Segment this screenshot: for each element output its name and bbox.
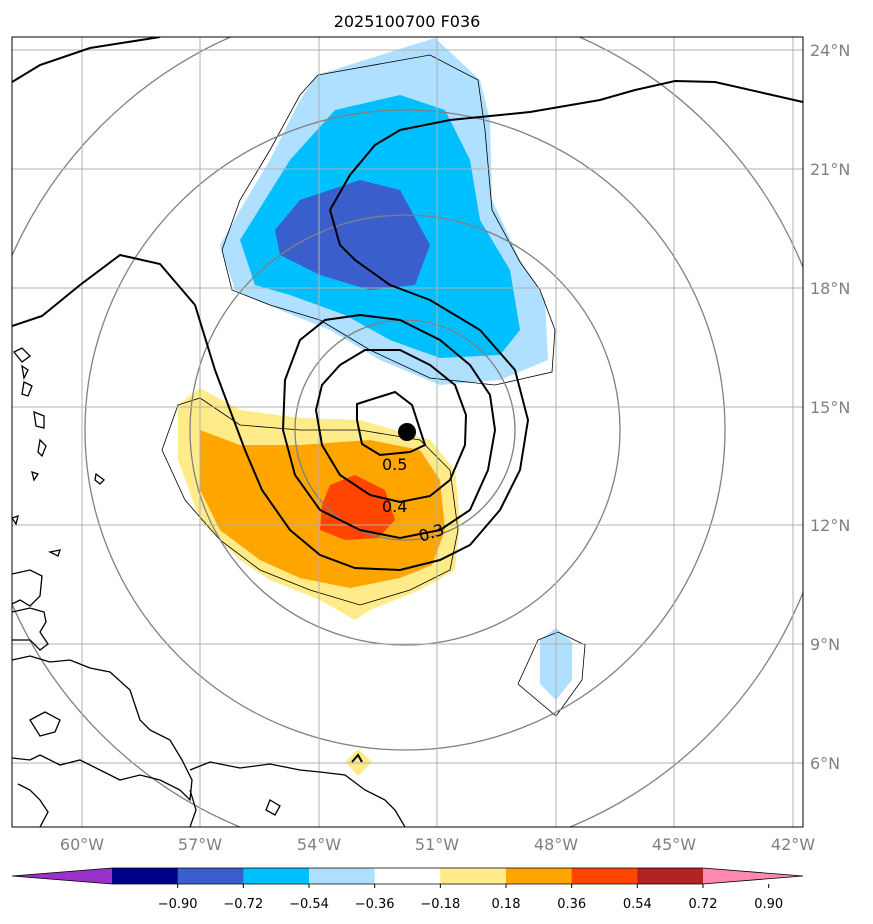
colorbar-extend-high	[703, 868, 803, 884]
contour-west-loop	[12, 209, 530, 572]
lat-label: 18°N	[810, 279, 850, 298]
shade-red-south	[320, 475, 395, 540]
shade-dark-blue-north	[275, 180, 430, 290]
map-title: 2025100700 F036	[334, 12, 481, 31]
colorbar-segment	[571, 868, 638, 884]
lat-label: 6°N	[810, 754, 840, 773]
colorbar-outline	[11, 867, 804, 885]
colorbar-segment	[309, 868, 376, 884]
outline-north	[221, 54, 556, 386]
contour-04	[314, 349, 468, 504]
colorbar-label: 0.18	[492, 897, 521, 912]
coastlines	[12, 347, 406, 827]
colorbar-segment	[243, 868, 310, 884]
outline-south	[161, 397, 459, 606]
thick-contours	[12, 37, 803, 763]
lat-labels: 24°N 21°N 18°N 15°N 12°N 9°N 6°N	[810, 41, 850, 773]
map-frame	[11, 36, 804, 828]
colorbar-extend-low	[12, 868, 112, 884]
colorbar-label: 0.90	[754, 897, 783, 912]
colorbar-label: 0.72	[689, 897, 718, 912]
colorbar-segment	[374, 868, 441, 884]
colorbar-label: −0.36	[355, 897, 395, 912]
colorbar-label: −0.54	[289, 897, 329, 912]
contour-03	[281, 313, 497, 540]
colorbar-segment	[506, 868, 573, 884]
lon-label: 45°W	[652, 835, 696, 854]
lon-labels: 60°W 57°W 54°W 51°W 48°W 45°W 42°W	[60, 835, 815, 854]
lat-label: 12°N	[810, 516, 850, 535]
colorbar-label: 0.36	[557, 897, 586, 912]
lat-label: 9°N	[810, 635, 840, 654]
contour-label-04: 0.4	[382, 497, 407, 516]
colorbar-label: −0.90	[158, 897, 198, 912]
contour-outer	[12, 37, 161, 83]
lon-label: 42°W	[771, 835, 815, 854]
lon-label: 48°W	[534, 835, 578, 854]
contour-05	[356, 390, 427, 457]
lat-label: 24°N	[810, 41, 850, 60]
storm-center-marker	[398, 423, 416, 441]
mini-tick	[351, 753, 363, 763]
contour-label-05: 0.5	[382, 455, 407, 474]
lon-label: 60°W	[60, 835, 104, 854]
colorbar-label: −0.72	[223, 897, 263, 912]
contour-labels: 0.5 0.4 0.3	[382, 455, 446, 546]
map-area: 0.5 0.4 0.3	[12, 37, 803, 827]
colorbar-label: 0.54	[623, 897, 652, 912]
colorbar-segment	[440, 868, 507, 884]
range-rings	[12, 37, 803, 827]
colorbar: −0.90 −0.72 −0.54 −0.36 −0.18 0.18 0.36 0.54 0.7…	[11, 867, 804, 912]
colorbar-segment	[637, 868, 704, 884]
colorbar-segment	[112, 868, 179, 884]
colorbar-label: −0.18	[420, 897, 460, 912]
lon-label: 54°W	[297, 835, 341, 854]
outline-southeast	[517, 631, 586, 717]
gridlines	[12, 37, 803, 827]
lon-label: 51°W	[415, 835, 459, 854]
contour-northeast	[329, 79, 803, 211]
lat-label: 15°N	[810, 398, 850, 417]
colorbar-segment	[177, 868, 244, 884]
lon-label: 57°W	[178, 835, 222, 854]
lat-label: 21°N	[810, 160, 850, 179]
